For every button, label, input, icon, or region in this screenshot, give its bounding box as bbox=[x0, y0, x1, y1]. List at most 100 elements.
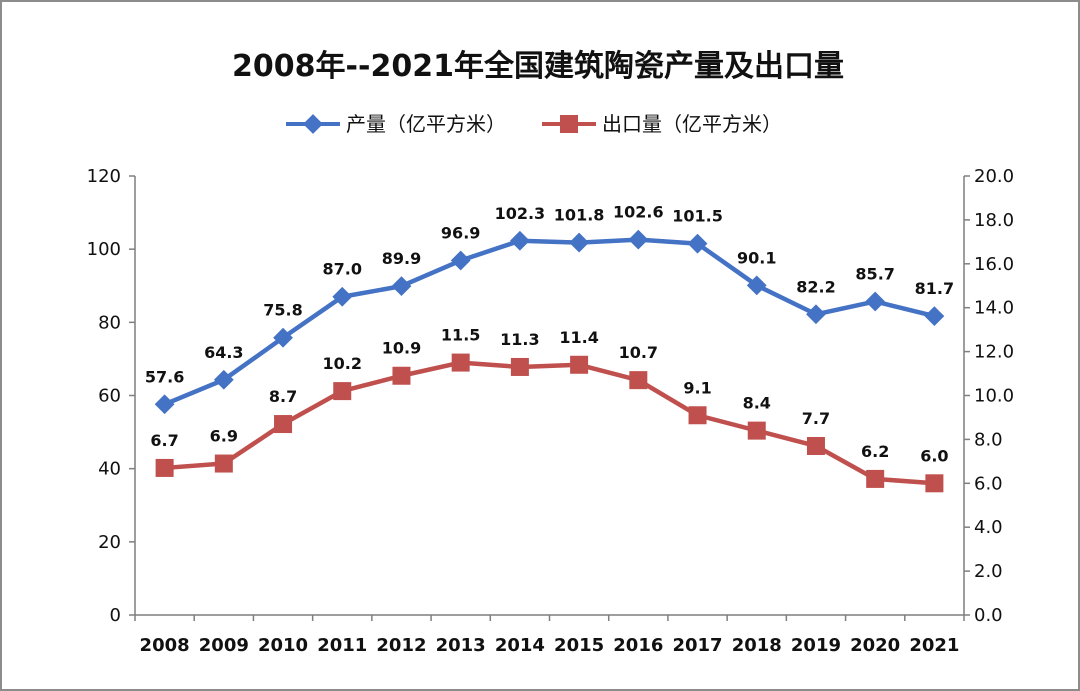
left-tick-label: 120 bbox=[87, 166, 121, 187]
export-data-label: 11.5 bbox=[441, 326, 480, 345]
x-tick-label: 2017 bbox=[672, 635, 722, 656]
right-tick-label: 4.0 bbox=[974, 517, 1003, 538]
production-point bbox=[332, 286, 353, 307]
export-point bbox=[866, 469, 885, 488]
right-tick-label: 0.0 bbox=[974, 605, 1003, 626]
production-data-label: 101.5 bbox=[672, 207, 723, 226]
legend-item-production: 产量（亿平方米） bbox=[286, 112, 506, 136]
production-point bbox=[569, 232, 590, 253]
export-point bbox=[155, 458, 174, 477]
data-labels: 57.6 64.3 75.8 87.0 89.9 96.9 102.3 101.8 102.6 1… bbox=[145, 203, 954, 466]
export-point bbox=[274, 415, 293, 434]
production-data-label: 87.0 bbox=[323, 260, 362, 279]
right-tick-label: 16.0 bbox=[974, 254, 1014, 275]
legend-label-production: 产量（亿平方米） bbox=[346, 112, 506, 136]
export-data-label: 6.7 bbox=[150, 431, 178, 450]
production-data-label: 96.9 bbox=[441, 224, 480, 243]
production-data-label: 89.9 bbox=[382, 249, 421, 268]
right-tick-label: 8.0 bbox=[974, 429, 1003, 450]
export-point bbox=[333, 382, 352, 401]
export-point bbox=[806, 436, 825, 455]
production-point bbox=[806, 304, 826, 325]
series-line-production bbox=[163, 237, 935, 407]
export-data-label: 10.7 bbox=[619, 343, 658, 362]
x-tick-label: 2012 bbox=[376, 635, 426, 656]
export-data-label: 11.3 bbox=[500, 330, 539, 349]
production-point bbox=[924, 306, 945, 327]
x-tick-label: 2010 bbox=[258, 635, 308, 656]
series-markers bbox=[154, 229, 945, 493]
x-tick-label: 2013 bbox=[436, 635, 486, 656]
left-tick-label: 100 bbox=[87, 239, 121, 260]
series-line-export bbox=[164, 360, 935, 486]
right-tick-label: 20.0 bbox=[974, 166, 1014, 187]
right-tick-label: 14.0 bbox=[974, 298, 1014, 319]
right-tick-label: 2.0 bbox=[974, 561, 1003, 582]
production-data-label: 101.8 bbox=[554, 206, 605, 225]
x-tick-label: 2020 bbox=[850, 635, 900, 656]
production-point bbox=[213, 369, 234, 390]
left-tick-label: 60 bbox=[98, 386, 121, 407]
production-point bbox=[628, 229, 649, 250]
right-tick-label: 6.0 bbox=[974, 473, 1003, 494]
x-tick-label: 2008 bbox=[140, 635, 190, 656]
export-data-label: 6.2 bbox=[861, 442, 889, 461]
export-point bbox=[570, 355, 589, 374]
right-tick-label: 18.0 bbox=[974, 210, 1014, 231]
production-data-label: 85.7 bbox=[855, 264, 894, 283]
export-point bbox=[214, 454, 233, 473]
production-data-label: 82.2 bbox=[796, 277, 835, 296]
chart-title: 2008年--2021年全国建筑陶瓷产量及出口量 bbox=[232, 49, 844, 84]
export-data-label: 9.1 bbox=[683, 378, 711, 397]
production-data-label: 64.3 bbox=[204, 343, 243, 362]
x-tick-label: 2011 bbox=[317, 635, 367, 656]
production-point bbox=[746, 275, 767, 296]
export-data-label: 6.0 bbox=[920, 446, 948, 465]
left-tick-label: 20 bbox=[98, 532, 121, 553]
left-tick-label: 80 bbox=[98, 312, 121, 333]
export-point bbox=[688, 406, 707, 425]
production-point bbox=[154, 394, 175, 415]
x-tick-label: 2015 bbox=[554, 635, 604, 656]
production-data-label: 102.6 bbox=[613, 203, 664, 222]
production-point bbox=[509, 230, 530, 251]
production-point bbox=[273, 327, 293, 348]
export-data-label: 10.2 bbox=[323, 354, 362, 373]
export-point bbox=[925, 474, 944, 493]
export-point bbox=[747, 421, 766, 440]
right-tick-label: 10.0 bbox=[974, 386, 1014, 407]
export-point bbox=[392, 366, 411, 385]
x-tick-label: 2009 bbox=[199, 635, 249, 656]
production-data-label: 75.8 bbox=[263, 301, 302, 320]
production-point bbox=[450, 250, 471, 271]
legend-marker-diamond bbox=[303, 114, 323, 134]
export-data-label: 6.9 bbox=[210, 427, 238, 446]
export-data-label: 11.4 bbox=[559, 328, 598, 347]
export-data-label: 10.9 bbox=[382, 339, 421, 358]
left-tick-label: 40 bbox=[98, 459, 121, 480]
production-data-label: 57.6 bbox=[145, 367, 184, 386]
export-point bbox=[451, 353, 470, 372]
export-data-label: 8.4 bbox=[743, 394, 771, 413]
x-tick-label: 2016 bbox=[613, 635, 663, 656]
export-data-label: 8.7 bbox=[269, 387, 297, 406]
production-data-label: 81.7 bbox=[915, 279, 954, 298]
legend: 产量（亿平方米） 出口量（亿平方米） bbox=[286, 112, 782, 136]
production-data-label: 102.3 bbox=[495, 204, 546, 223]
export-point bbox=[629, 371, 648, 390]
export-data-label: 7.7 bbox=[802, 409, 830, 428]
legend-item-export: 出口量（亿平方米） bbox=[542, 112, 782, 136]
export-point bbox=[510, 357, 529, 376]
production-data-label: 90.1 bbox=[737, 248, 776, 267]
right-tick-label: 12.0 bbox=[974, 342, 1014, 363]
production-point bbox=[865, 291, 886, 312]
left-tick-label: 0 bbox=[110, 605, 121, 626]
legend-marker-square bbox=[560, 115, 578, 133]
x-tick-label: 2019 bbox=[791, 635, 841, 656]
x-tick-label: 2018 bbox=[732, 635, 782, 656]
legend-label-export: 出口量（亿平方米） bbox=[602, 112, 782, 136]
series-lines bbox=[163, 237, 935, 486]
production-point bbox=[391, 276, 412, 297]
